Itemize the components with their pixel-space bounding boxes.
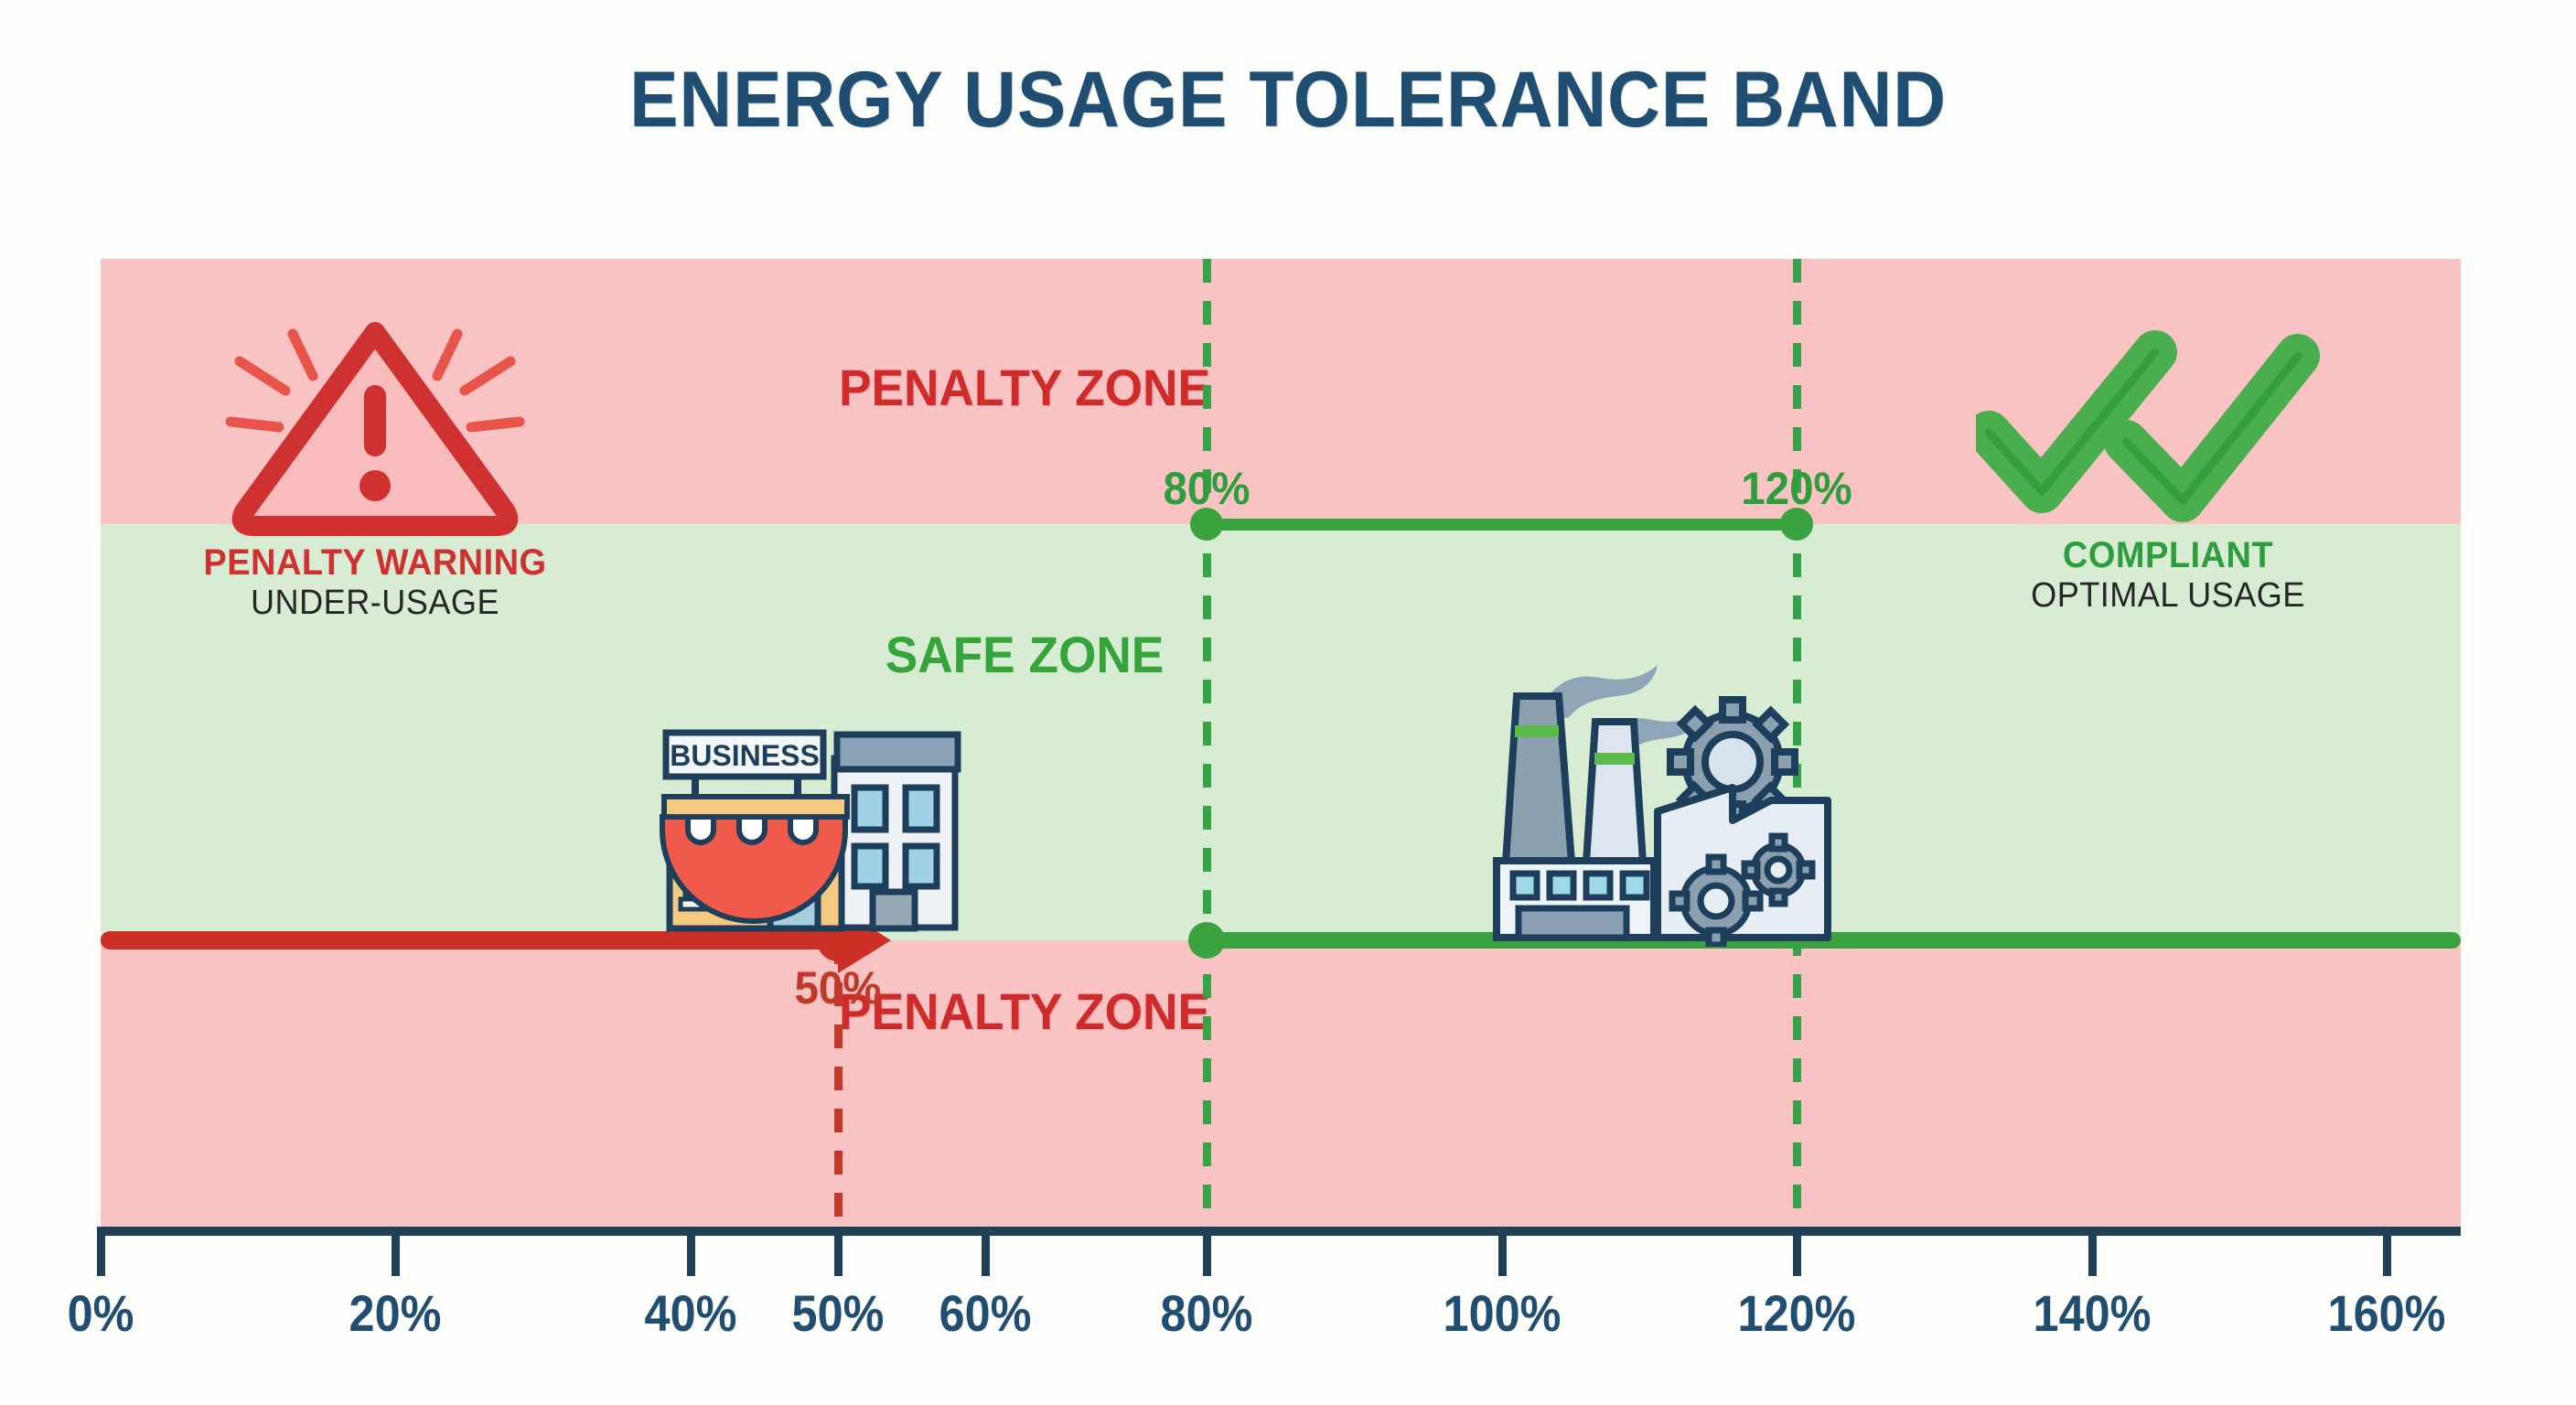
value-label-upper-bound: 120%: [1741, 463, 1852, 514]
axis-label-40: 40%: [644, 1284, 737, 1342]
zone-label-penalty-lower: PENALTY ZONE: [839, 982, 1210, 1040]
plot-area: PENALTY ZONE SAFE ZONE PENALTY ZONE 80% …: [101, 259, 2461, 1227]
penalty-warning-group: PENALTY WARNING UNDER-USAGE: [137, 314, 613, 623]
zone-label-safe: SAFE ZONE: [885, 626, 1165, 683]
axis-tick-100: [1497, 1227, 1507, 1276]
marker-line-80: [1202, 259, 1211, 1227]
axis-tick-140: [2088, 1227, 2097, 1276]
axis-tick-60: [981, 1227, 990, 1276]
axis-tick-40: [686, 1227, 695, 1276]
warning-caption-primary: PENALTY WARNING: [203, 542, 547, 583]
x-axis: 0% 20% 40% 50% 60% 80% 100% 120% 140% 16…: [68, 1227, 2461, 1342]
warning-triangle-icon: [137, 314, 613, 542]
axis-label-20: 20%: [349, 1284, 442, 1342]
storefront-icon: BUSINESS: [642, 680, 990, 949]
storefront-sign-text: BUSINESS: [670, 739, 820, 772]
band-penalty-lower: [101, 940, 2461, 1227]
page-title: ENERGY USAGE TOLERANCE BAND: [629, 56, 1947, 144]
axis-label-140: 140%: [2033, 1284, 2152, 1342]
axis-label-0: 0%: [67, 1284, 134, 1342]
axis-label-100: 100%: [1443, 1284, 1562, 1342]
axis-label-60: 60%: [939, 1284, 1032, 1342]
axis-tick-120: [1792, 1227, 1801, 1276]
double-checkmark-icon: [1967, 325, 2360, 535]
compliant-caption-secondary: OPTIMAL USAGE: [2031, 576, 2305, 615]
axis-label-160: 160%: [2327, 1284, 2446, 1342]
axis-tick-160: [2382, 1227, 2391, 1276]
axis-label-80: 80%: [1160, 1284, 1253, 1342]
warning-caption-secondary: UNDER-USAGE: [251, 584, 499, 622]
value-label-lower-bound: 80%: [1163, 463, 1250, 514]
factory-icon: [1487, 645, 1890, 951]
span-endpoint-120: [1780, 508, 1813, 541]
tolerance-span-bar: [1207, 518, 1797, 531]
value-label-current: 50%: [794, 962, 882, 1014]
span-endpoint-80: [1190, 508, 1223, 541]
zone-label-penalty-upper: PENALTY ZONE: [839, 359, 1210, 416]
axis-tick-50: [833, 1227, 843, 1276]
marker-line-50: [833, 940, 843, 1227]
axis-label-50: 50%: [791, 1284, 885, 1342]
axis-tick-20: [391, 1227, 400, 1276]
compliant-group: COMPLIANT OPTIMAL USAGE: [1967, 325, 2360, 616]
compliant-caption-primary: COMPLIANT: [2062, 535, 2274, 575]
marker-line-120: [1792, 259, 1801, 1227]
axis-tick-80: [1202, 1227, 1211, 1276]
axis-label-120: 120%: [1737, 1284, 1856, 1342]
band-safe: [101, 524, 2461, 940]
safe-start-dot: [1188, 922, 1225, 959]
axis-tick-0: [96, 1227, 105, 1276]
baseline-under-usage: [101, 931, 838, 949]
